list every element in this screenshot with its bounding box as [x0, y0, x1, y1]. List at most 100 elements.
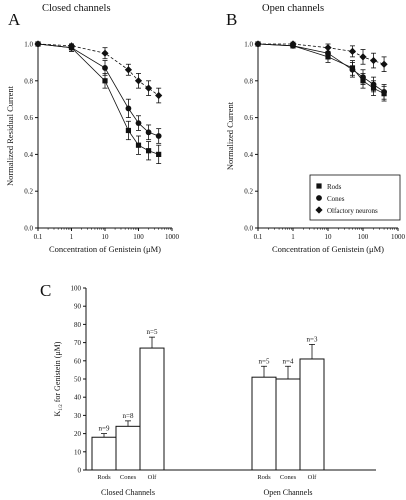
bar: [275, 378, 301, 471]
group-label: Open Channels: [263, 488, 312, 497]
panel-b-title: Open channels: [262, 3, 324, 14]
data-point: [348, 47, 357, 55]
data-point: [101, 49, 109, 57]
x-tick-label: 1: [70, 233, 74, 241]
y-tick-label: 60: [74, 357, 82, 365]
y-tick-label: 70: [74, 339, 82, 347]
bar-category-label: Olf: [308, 474, 318, 481]
bar-n-label: n=5: [147, 328, 158, 336]
series-line: [258, 43, 385, 65]
data-point: [289, 40, 297, 48]
legend-marker: [316, 195, 322, 201]
data-point: [135, 142, 142, 148]
legend-label: Rods: [327, 183, 342, 191]
data-point: [380, 60, 388, 68]
panel-c-letter: C: [40, 281, 51, 300]
data-point: [254, 40, 262, 48]
bar-n-label: n=8: [123, 412, 134, 420]
data-point: [102, 65, 108, 71]
x-tick-label: 0.1: [254, 233, 263, 241]
x-axis-label: Concentration of Genistein (μM): [49, 244, 161, 254]
y-tick-label: 0.4: [244, 151, 253, 159]
data-point: [156, 151, 162, 157]
data-point: [125, 127, 132, 134]
x-tick-label: 1: [291, 233, 295, 241]
y-tick-label: 0.2: [244, 188, 253, 196]
bar-category-label: Cones: [280, 474, 297, 481]
bar-category-label: Rods: [257, 474, 271, 481]
legend-marker: [316, 183, 322, 189]
data-point: [155, 133, 162, 139]
data-point: [67, 42, 76, 50]
legend-label: Olfactory neurons: [327, 207, 378, 215]
panel-a-title: Closed channels: [42, 3, 111, 14]
y-axis-label-rest: for Genistein (μM): [53, 341, 62, 404]
bar: [91, 436, 117, 471]
panel-b-letter: B: [226, 10, 237, 29]
group-label: Closed Channels: [101, 488, 155, 497]
y-tick-label: 0.6: [24, 114, 33, 122]
y-tick-label: 0.8: [244, 77, 253, 85]
data-point: [349, 66, 356, 73]
y-axis-label: Normalized Current: [225, 101, 235, 170]
legend-marker: [315, 206, 323, 214]
data-point: [144, 84, 153, 92]
y-tick-label: 30: [74, 412, 82, 420]
y-axis-label: K1/2 for Genistein (μM): [53, 341, 64, 416]
bar-category-label: Olf: [148, 474, 158, 481]
y-tick-label: 0.0: [24, 225, 33, 233]
data-point: [360, 74, 366, 81]
x-tick-label: 1000: [391, 233, 406, 241]
data-point: [359, 53, 367, 61]
x-tick-label: 100: [358, 233, 369, 241]
y-tick-label: 0.0: [244, 225, 253, 233]
y-tick-label: 1.0: [24, 41, 33, 49]
bar-n-label: n=5: [259, 357, 270, 365]
data-point: [135, 120, 142, 127]
data-point: [102, 78, 108, 84]
data-point: [369, 56, 378, 65]
panel-b-chart: 0.0 0.2 0.4 0.6 0.8 1.0 0.1 1 10 100 1000 Concentra…: [225, 40, 406, 254]
y-tick-label: 20: [74, 430, 82, 438]
x-tick-label: 1000: [165, 233, 180, 241]
bar: [139, 347, 165, 471]
y-tick-label: 0.6: [244, 114, 253, 122]
x-tick-label: 100: [133, 233, 144, 241]
bar-category-label: Rods: [97, 474, 111, 481]
series-line: [37, 43, 159, 155]
y-tick-label: 90: [74, 303, 82, 311]
bar: [115, 425, 141, 471]
y-tick-label: 1.0: [244, 41, 253, 49]
x-tick-label: 0.1: [34, 233, 43, 241]
data-point: [125, 105, 132, 112]
bar-n-label: n=4: [283, 357, 294, 365]
data-point: [124, 66, 133, 74]
y-tick-label: 0.4: [24, 151, 33, 159]
x-tick-label: 10: [102, 233, 110, 241]
data-point: [370, 81, 377, 88]
data-point: [145, 129, 152, 136]
data-point: [34, 40, 42, 48]
y-tick-label: 40: [74, 394, 82, 402]
bar-n-label: n=9: [99, 425, 110, 433]
y-tick-label: 100: [71, 285, 82, 293]
panel-c-chart: 0 10 20 30 40 50 60 70 80 90 100 K1/2 for Genistein…: [53, 285, 376, 497]
y-axis-label: Normalized Residual Current: [5, 85, 15, 186]
y-tick-label: 0.2: [24, 188, 33, 196]
y-tick-label: 0.8: [24, 77, 33, 85]
y-axis-label-main: K: [53, 410, 62, 416]
y-tick-label: 10: [74, 448, 82, 456]
y-tick-label: 80: [74, 321, 82, 329]
data-point: [324, 44, 332, 52]
bar: [299, 358, 325, 471]
data-point: [134, 77, 143, 85]
y-tick-label: 50: [74, 376, 82, 384]
bar: [251, 376, 277, 471]
panel-a-letter: A: [8, 10, 21, 29]
panel-a-chart: 0.0 0.2 0.4 0.6 0.8 1.0 0.1 1 10 100 1000 Concentra…: [5, 40, 180, 254]
x-axis-label: Concentration of Genistein (μM): [272, 244, 384, 254]
data-point: [381, 88, 387, 95]
data-point: [145, 148, 152, 154]
y-tick-label: 0: [78, 467, 82, 475]
